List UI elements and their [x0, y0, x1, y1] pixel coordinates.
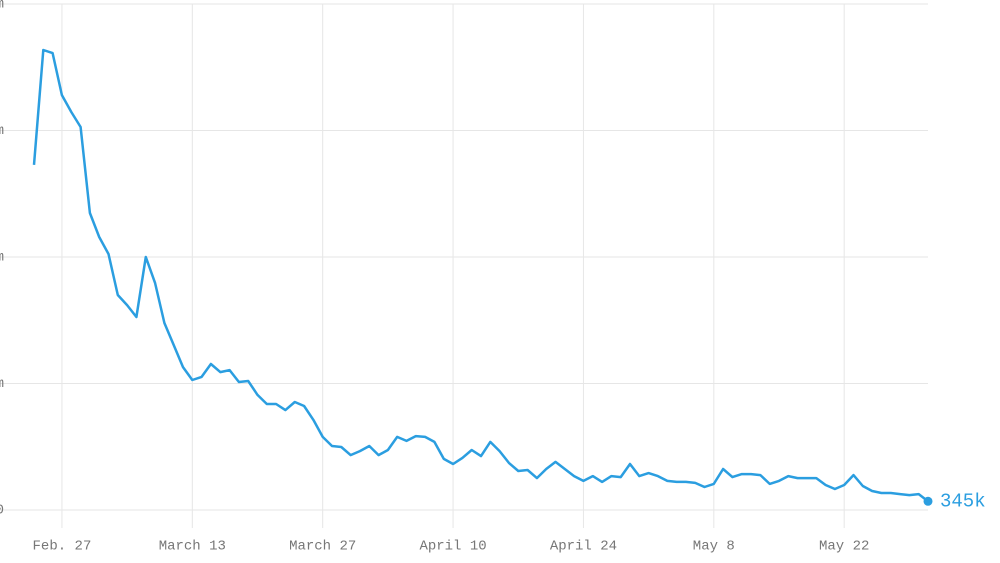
x-tick-label: April 10: [419, 539, 486, 555]
x-tick-label: May 22: [819, 539, 869, 555]
x-tick-label: Feb. 27: [33, 539, 92, 555]
y-tick-label: 15m: [0, 123, 4, 139]
y-tick-label: 0: [0, 503, 4, 519]
x-tick-label: March 13: [159, 539, 226, 555]
x-tick-label: March 27: [289, 539, 356, 555]
value-label: 345k: [940, 490, 986, 512]
x-tick-label: May 8: [693, 539, 735, 555]
x-tick-label: April 24: [550, 539, 617, 555]
y-tick-label: 5m: [0, 376, 4, 392]
end-point: [923, 496, 933, 506]
line: [32, 48, 929, 503]
y-tick-label: 10m: [0, 250, 4, 266]
y-tick-label: 20m: [0, 0, 4, 13]
